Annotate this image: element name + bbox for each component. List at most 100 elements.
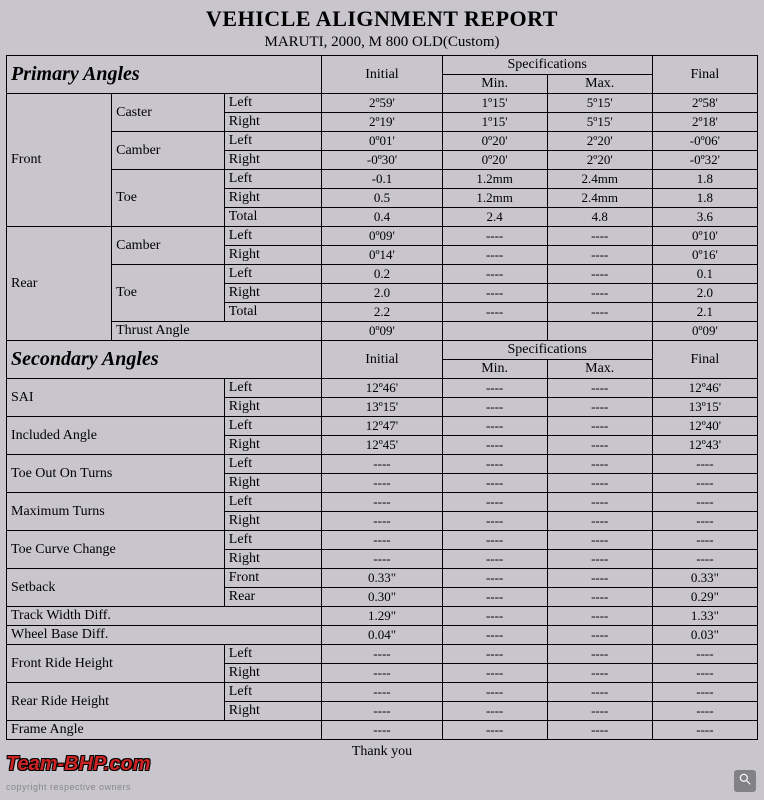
value-cell: 2º20' xyxy=(547,132,652,151)
value-cell: ---- xyxy=(442,493,547,512)
sai-label: SAI xyxy=(7,379,225,417)
col-final: Final xyxy=(652,56,757,94)
value-cell: -0º32' xyxy=(652,151,757,170)
primary-header-row: Primary Angles Initial Specifications Fi… xyxy=(7,56,758,75)
value-cell: 0.33" xyxy=(322,569,442,588)
value-cell: ---- xyxy=(322,512,442,531)
value-cell: 2º20' xyxy=(547,151,652,170)
table-row: Camber Left 0º01' 0º20' 2º20' -0º06' xyxy=(7,132,758,151)
value-cell: 5º15' xyxy=(547,94,652,113)
col-initial: Initial xyxy=(322,56,442,94)
value-cell: ---- xyxy=(652,455,757,474)
zoom-button[interactable] xyxy=(734,770,756,792)
value-cell: 2.4 xyxy=(442,208,547,227)
value-cell: 4.8 xyxy=(547,208,652,227)
value-cell: 0º14' xyxy=(322,246,442,265)
value-cell: ---- xyxy=(652,702,757,721)
col-final: Final xyxy=(652,341,757,379)
vehicle-subtitle: MARUTI, 2000, M 800 OLD(Custom) xyxy=(6,34,758,51)
value-cell: ---- xyxy=(442,398,547,417)
side-right: Right xyxy=(224,664,322,683)
maximum-turns-label: Maximum Turns xyxy=(7,493,225,531)
value-cell: 13º15' xyxy=(322,398,442,417)
value-cell: 1º15' xyxy=(442,94,547,113)
value-cell: ---- xyxy=(322,645,442,664)
value-cell: ---- xyxy=(442,702,547,721)
value-cell: 2.4mm xyxy=(547,170,652,189)
watermark-sub: copyright respective owners xyxy=(6,782,131,792)
side-right: Right xyxy=(224,398,322,417)
value-cell: ---- xyxy=(322,721,442,740)
side-left: Left xyxy=(224,417,322,436)
side-right: Right xyxy=(224,474,322,493)
side-left: Left xyxy=(224,227,322,246)
value-cell: ---- xyxy=(547,417,652,436)
value-cell: 0º09' xyxy=(322,227,442,246)
value-cell: 0º01' xyxy=(322,132,442,151)
value-cell: ---- xyxy=(442,588,547,607)
alignment-table: Primary Angles Initial Specifications Fi… xyxy=(6,55,758,740)
value-cell: ---- xyxy=(652,721,757,740)
value-cell: ---- xyxy=(322,550,442,569)
value-cell: ---- xyxy=(547,645,652,664)
value-cell: -0º30' xyxy=(322,151,442,170)
table-row: Front Ride Height Left ---- ---- ---- --… xyxy=(7,645,758,664)
table-row: Included Angle Left 12º47' ---- ---- 12º… xyxy=(7,417,758,436)
value-cell: ---- xyxy=(547,702,652,721)
value-cell: 5º15' xyxy=(547,113,652,132)
side-rear: Rear xyxy=(224,588,322,607)
value-cell: 0º20' xyxy=(442,151,547,170)
value-cell: 12º45' xyxy=(322,436,442,455)
value-cell: ---- xyxy=(442,265,547,284)
value-cell: 0º10' xyxy=(652,227,757,246)
table-row: Track Width Diff. 1.29" ---- ---- 1.33" xyxy=(7,607,758,626)
side-right: Right xyxy=(224,284,322,303)
value-cell: ---- xyxy=(322,702,442,721)
thrust-angle-label: Thrust Angle xyxy=(112,322,322,341)
value-cell: ---- xyxy=(442,645,547,664)
col-min: Min. xyxy=(442,75,547,94)
side-right: Right xyxy=(224,189,322,208)
value-cell: ---- xyxy=(547,550,652,569)
value-cell: 12º40' xyxy=(652,417,757,436)
side-right: Right xyxy=(224,550,322,569)
value-cell: 12º43' xyxy=(652,436,757,455)
table-row: Maximum Turns Left ---- ---- ---- ---- xyxy=(7,493,758,512)
side-right: Right xyxy=(224,151,322,170)
table-row: Wheel Base Diff. 0.04" ---- ---- 0.03" xyxy=(7,626,758,645)
watermark-logo: Team-BHP.com copyright respective owners xyxy=(6,754,151,794)
rear-camber-label: Camber xyxy=(112,227,225,265)
table-row: Thrust Angle 0º09' 0º09' xyxy=(7,322,758,341)
value-cell: ---- xyxy=(442,607,547,626)
value-cell: 0.2 xyxy=(322,265,442,284)
value-cell: ---- xyxy=(442,474,547,493)
value-cell: 2º18' xyxy=(652,113,757,132)
value-cell: -0º06' xyxy=(652,132,757,151)
value-cell: ---- xyxy=(652,683,757,702)
rear-ride-height-label: Rear Ride Height xyxy=(7,683,225,721)
value-cell: 0º16' xyxy=(652,246,757,265)
value-cell: 2.4mm xyxy=(547,189,652,208)
side-front: Front xyxy=(224,569,322,588)
value-cell: ---- xyxy=(547,588,652,607)
side-left: Left xyxy=(224,265,322,284)
side-left: Left xyxy=(224,493,322,512)
value-cell: ---- xyxy=(442,417,547,436)
value-cell: ---- xyxy=(652,550,757,569)
side-right: Right xyxy=(224,246,322,265)
included-angle-label: Included Angle xyxy=(7,417,225,455)
side-total: Total xyxy=(224,303,322,322)
value-cell: ---- xyxy=(547,683,652,702)
value-cell: 0.5 xyxy=(322,189,442,208)
value-cell: ---- xyxy=(547,284,652,303)
value-cell: ---- xyxy=(547,531,652,550)
value-cell: ---- xyxy=(442,246,547,265)
value-cell: ---- xyxy=(652,531,757,550)
value-cell: ---- xyxy=(547,455,652,474)
value-cell: ---- xyxy=(652,493,757,512)
side-right: Right xyxy=(224,702,322,721)
value-cell: 12º46' xyxy=(322,379,442,398)
side-left: Left xyxy=(224,455,322,474)
alignment-report-sheet: VEHICLE ALIGNMENT REPORT MARUTI, 2000, M… xyxy=(0,0,764,764)
value-cell: ---- xyxy=(442,512,547,531)
